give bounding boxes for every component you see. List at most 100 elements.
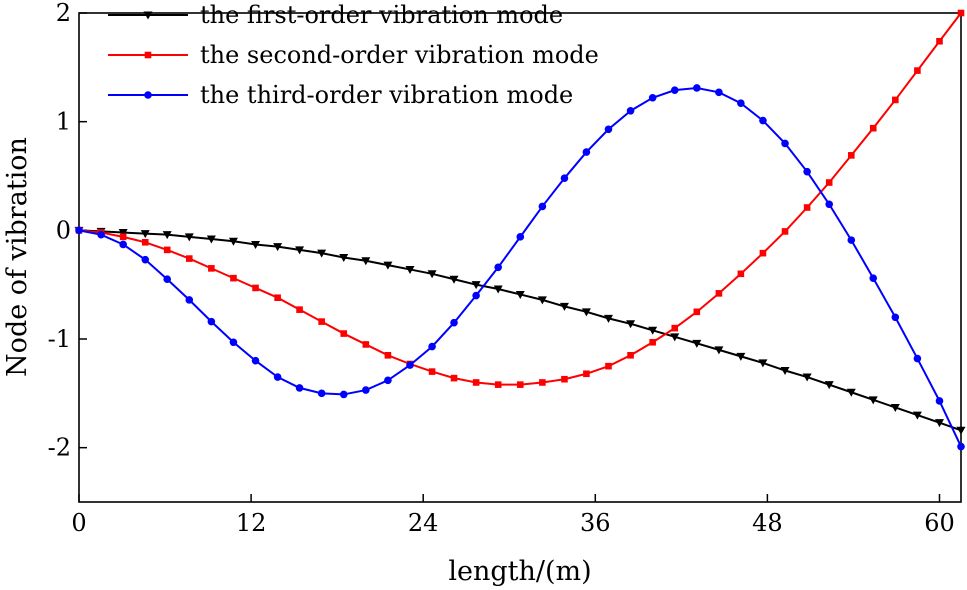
data-point [119, 240, 127, 249]
data-point [405, 265, 415, 274]
data-point [97, 230, 105, 239]
y-tick-label: -1 [48, 325, 71, 353]
data-point [957, 9, 965, 17]
data-point [737, 270, 745, 278]
data-point [140, 230, 150, 239]
data-point [317, 249, 327, 258]
data-point [890, 403, 900, 412]
series-1 [74, 226, 966, 435]
x-axis-title: length/(m) [448, 556, 591, 587]
data-point [715, 88, 723, 97]
data-point [162, 231, 172, 240]
data-point [516, 381, 524, 388]
data-point [581, 308, 591, 317]
data-point [362, 386, 370, 394]
data-point [340, 330, 348, 337]
series-3 [75, 84, 965, 451]
data-point [251, 356, 260, 365]
data-point [229, 338, 238, 347]
data-point [119, 233, 127, 241]
data-point [318, 318, 325, 325]
data-point [824, 381, 834, 390]
data-point [670, 86, 679, 94]
data-point [185, 296, 194, 304]
data-point [803, 167, 811, 176]
data-point [228, 237, 238, 246]
data-point [295, 246, 305, 255]
data-point [847, 152, 855, 159]
data-point [692, 339, 702, 348]
data-point [912, 411, 922, 420]
data-point [759, 116, 767, 125]
y-tick-label: 2 [56, 0, 71, 27]
data-point [560, 174, 569, 182]
data-point [559, 302, 569, 311]
data-point [671, 324, 679, 332]
y-tick-label: 1 [56, 108, 71, 136]
data-point [537, 296, 547, 305]
data-point [736, 352, 746, 361]
data-point [273, 243, 283, 252]
data-point [428, 342, 436, 351]
data-point [956, 426, 966, 435]
x-tick-label: 60 [924, 509, 955, 537]
data-point [781, 139, 789, 148]
x-tick-label: 48 [752, 509, 783, 537]
data-point [759, 249, 767, 257]
data-point [539, 379, 546, 386]
data-point [670, 333, 680, 342]
data-point [868, 396, 878, 405]
legend-entry-1: the first-order vibration mode [108, 1, 563, 29]
data-point [935, 397, 944, 405]
data-point [825, 200, 834, 209]
data-point [450, 318, 458, 327]
data-point [626, 320, 636, 329]
data-point [649, 338, 656, 346]
data-point [869, 274, 878, 282]
x-tick-label: 36 [580, 509, 611, 537]
data-point [449, 275, 459, 284]
data-point [626, 107, 635, 115]
data-point [561, 375, 568, 383]
legend-label: the first-order vibration mode [200, 1, 563, 29]
data-point [252, 284, 259, 292]
legend-marker [144, 91, 152, 99]
data-point [582, 148, 591, 156]
data-point [780, 367, 790, 376]
legend-entry-2: the second-order vibration mode [108, 41, 599, 69]
series-layer [74, 9, 966, 451]
data-point [339, 390, 348, 399]
data-point [208, 265, 215, 272]
data-point [758, 359, 768, 368]
y-tick-label: 0 [56, 216, 71, 244]
data-point [914, 67, 921, 74]
data-point [693, 308, 701, 316]
data-point [516, 233, 525, 241]
x-tick-label: 24 [408, 509, 439, 537]
data-point [207, 317, 216, 326]
data-point [583, 370, 590, 378]
data-point [185, 255, 193, 262]
legend-marker [143, 11, 153, 20]
data-point [825, 179, 833, 186]
data-point [141, 238, 149, 246]
data-point [384, 376, 392, 385]
data-point [428, 368, 436, 375]
data-point [648, 326, 658, 335]
data-point [339, 254, 349, 262]
data-point [627, 352, 634, 359]
data-point [847, 236, 856, 244]
data-point [317, 389, 326, 398]
legend-label: the second-order vibration mode [200, 41, 599, 69]
data-point [693, 84, 701, 92]
data-point [913, 354, 922, 363]
data-point [296, 306, 303, 313]
data-point [603, 314, 613, 323]
data-point [141, 255, 150, 264]
data-point [715, 290, 723, 297]
data-point [802, 373, 812, 382]
data-point [648, 93, 657, 102]
data-point [494, 381, 502, 388]
